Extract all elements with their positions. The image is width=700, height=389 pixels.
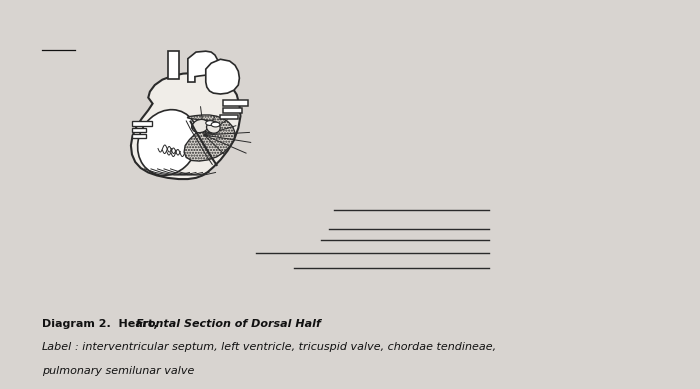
Text: pulmonary semilunar valve: pulmonary semilunar valve: [42, 366, 195, 376]
Circle shape: [211, 122, 220, 127]
Ellipse shape: [138, 110, 198, 175]
Polygon shape: [220, 115, 238, 119]
Polygon shape: [223, 108, 242, 113]
Polygon shape: [132, 133, 146, 138]
Ellipse shape: [206, 122, 220, 133]
Polygon shape: [132, 128, 146, 132]
Polygon shape: [131, 73, 241, 179]
Polygon shape: [184, 115, 235, 161]
Polygon shape: [132, 121, 151, 126]
Polygon shape: [206, 59, 239, 94]
Circle shape: [192, 122, 211, 132]
Circle shape: [206, 121, 214, 126]
Text: Diagram 2.  Heart,: Diagram 2. Heart,: [42, 319, 162, 329]
Circle shape: [203, 124, 219, 133]
Ellipse shape: [192, 119, 209, 133]
Text: : interventricular septum, left ventricle, tricuspid valve, chordae tendineae,: : interventricular septum, left ventricl…: [75, 342, 496, 352]
Polygon shape: [168, 51, 178, 79]
Text: Label: Label: [42, 342, 72, 352]
Polygon shape: [223, 100, 248, 106]
Text: Frontal Section of Dorsal Half: Frontal Section of Dorsal Half: [136, 319, 321, 329]
Polygon shape: [188, 51, 218, 82]
